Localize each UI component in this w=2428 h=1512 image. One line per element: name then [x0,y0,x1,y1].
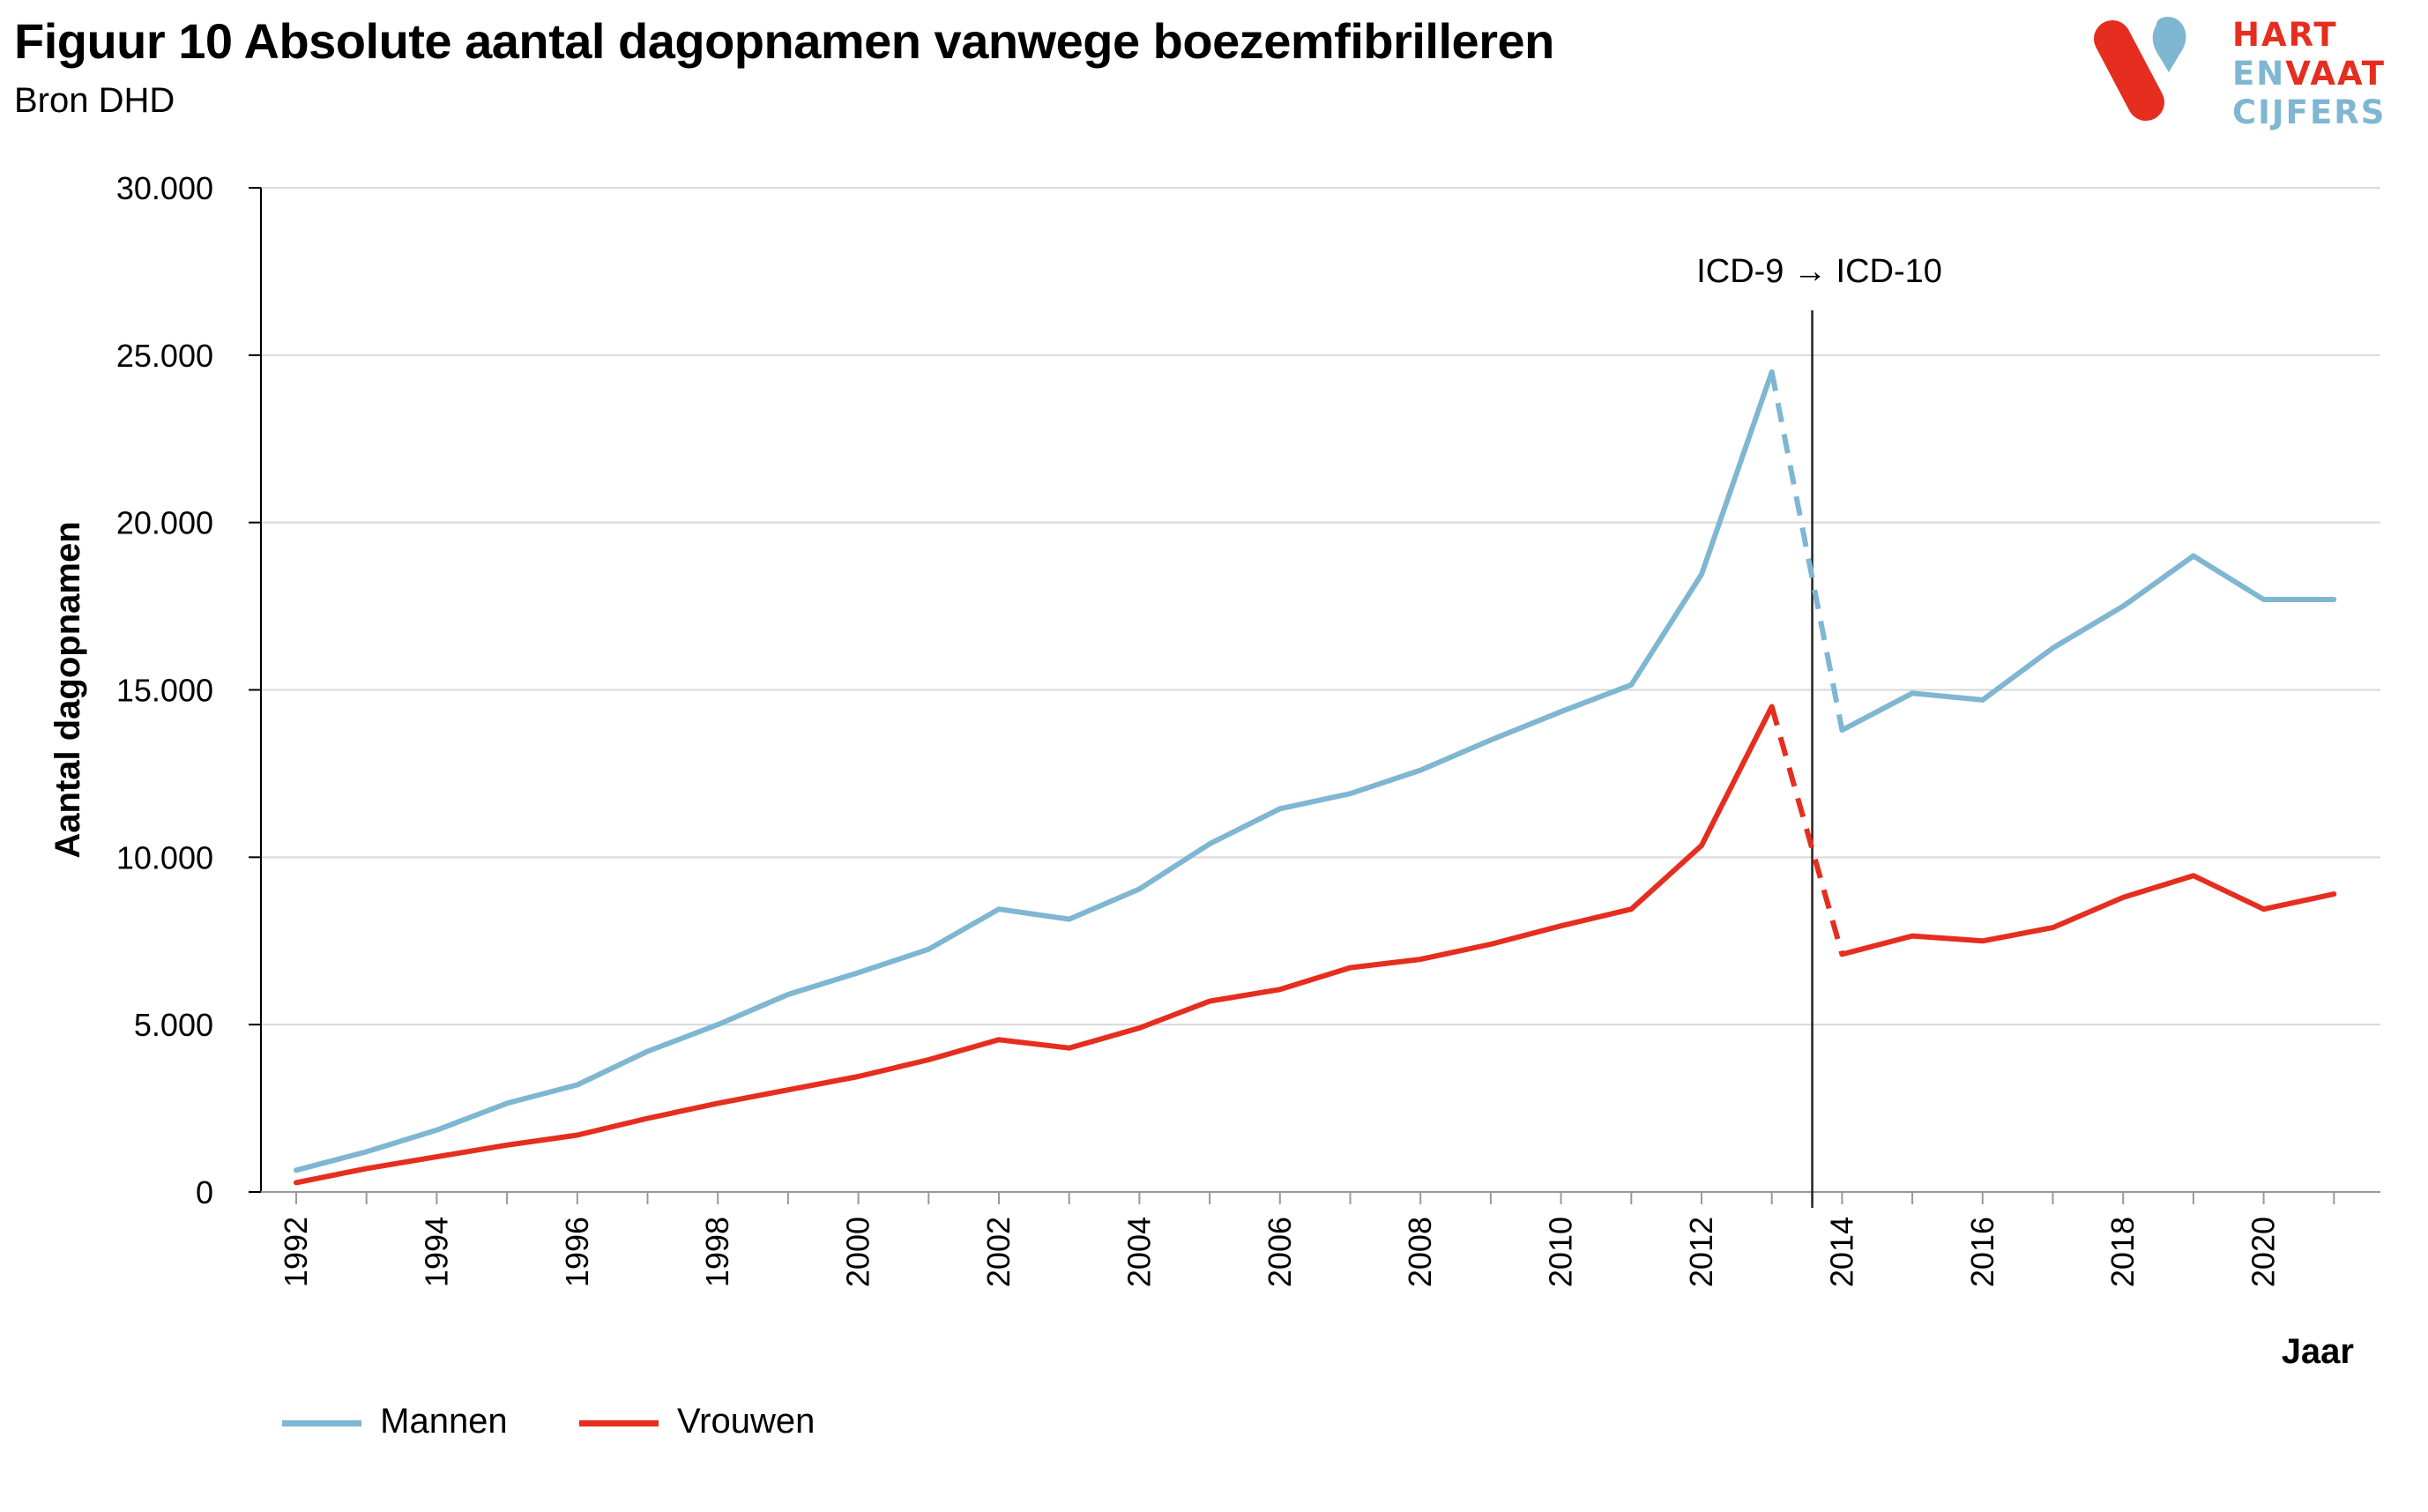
x-tick-label: 2006 [1262,1217,1298,1287]
x-tick-label: 1998 [699,1217,735,1287]
x-tick-label: 2002 [980,1217,1017,1287]
series-line-mannen-transition [1769,371,1845,731]
x-tick-label: 2008 [1402,1217,1438,1287]
legend-label-vrouwen: Vrouwen [676,1401,816,1441]
x-tick-label: 2016 [1964,1217,2000,1287]
x-tick-label: 2004 [1121,1217,1157,1287]
x-tick-label: 2000 [840,1217,876,1287]
series-line-mannen-icd10 [1839,553,2337,734]
legend-swatch-mannen [282,1419,361,1426]
y-tick-label: 0 [196,1174,213,1210]
series-line-mannen-icd9 [294,369,1775,1173]
x-tick-label: 1996 [559,1217,595,1287]
logo-mark-icon [2094,17,2186,121]
logo-line-vaat: VAAT [2285,55,2387,93]
series-line-vrouwen-icd10 [1839,873,2337,957]
x-tick-label: 1992 [278,1217,314,1287]
logo-line-hart: HART [2232,16,2338,54]
chart-legend: Mannen Vrouwen [282,1400,876,1441]
logo-line-cijfers: CIJFERS [2232,93,2387,131]
y-tick-label: 25.000 [116,338,213,374]
y-tick-label: 10.000 [116,839,213,875]
brand-logo: HART ENVAAT CIJFERS [2091,16,2417,132]
x-tick-label: 2010 [1543,1217,1579,1287]
x-tick-label: 1994 [418,1217,454,1287]
legend-swatch-vrouwen [578,1419,659,1426]
y-tick-label: 20.000 [116,505,213,541]
icd-annotation: ICD-9 → ICD-10 [1696,253,1942,290]
x-tick-label: 2012 [1683,1217,1719,1287]
axis-labels: 0 5.000 10.000 15.000 20.000 25.000 30.000 1992… [48,170,2354,1371]
grid-lines [261,187,2380,1026]
legend-item-mannen: Mannen [282,1402,508,1441]
page-subtitle: Bron DHD [14,81,175,120]
x-axis-title: Jaar [2282,1332,2354,1371]
series-line-vrouwen-icd9 [294,704,1775,1186]
y-tick-label: 5.000 [134,1007,213,1043]
series-lines [294,369,2337,1186]
series-line-vrouwen-transition [1769,705,1845,956]
x-tick-label: 2020 [2246,1217,2282,1287]
page-title: Figuur 10 Absolute aantal dagopnamen van… [14,13,1554,69]
legend-item-vrouwen: Vrouwen [578,1401,816,1441]
y-tick-label: 30.000 [116,170,213,206]
legend-label-mannen: Mannen [380,1401,508,1441]
axes [249,187,2380,1208]
y-tick-label: 15.000 [116,673,213,709]
logo-wordmark: HART ENVAAT CIJFERS [2232,16,2386,132]
x-tick-label: 2018 [2104,1217,2141,1287]
logo-line-en: EN [2232,55,2286,93]
x-tick-label: 2014 [1823,1217,1859,1287]
y-axis-title: Aantal dagopnamen [48,521,87,858]
